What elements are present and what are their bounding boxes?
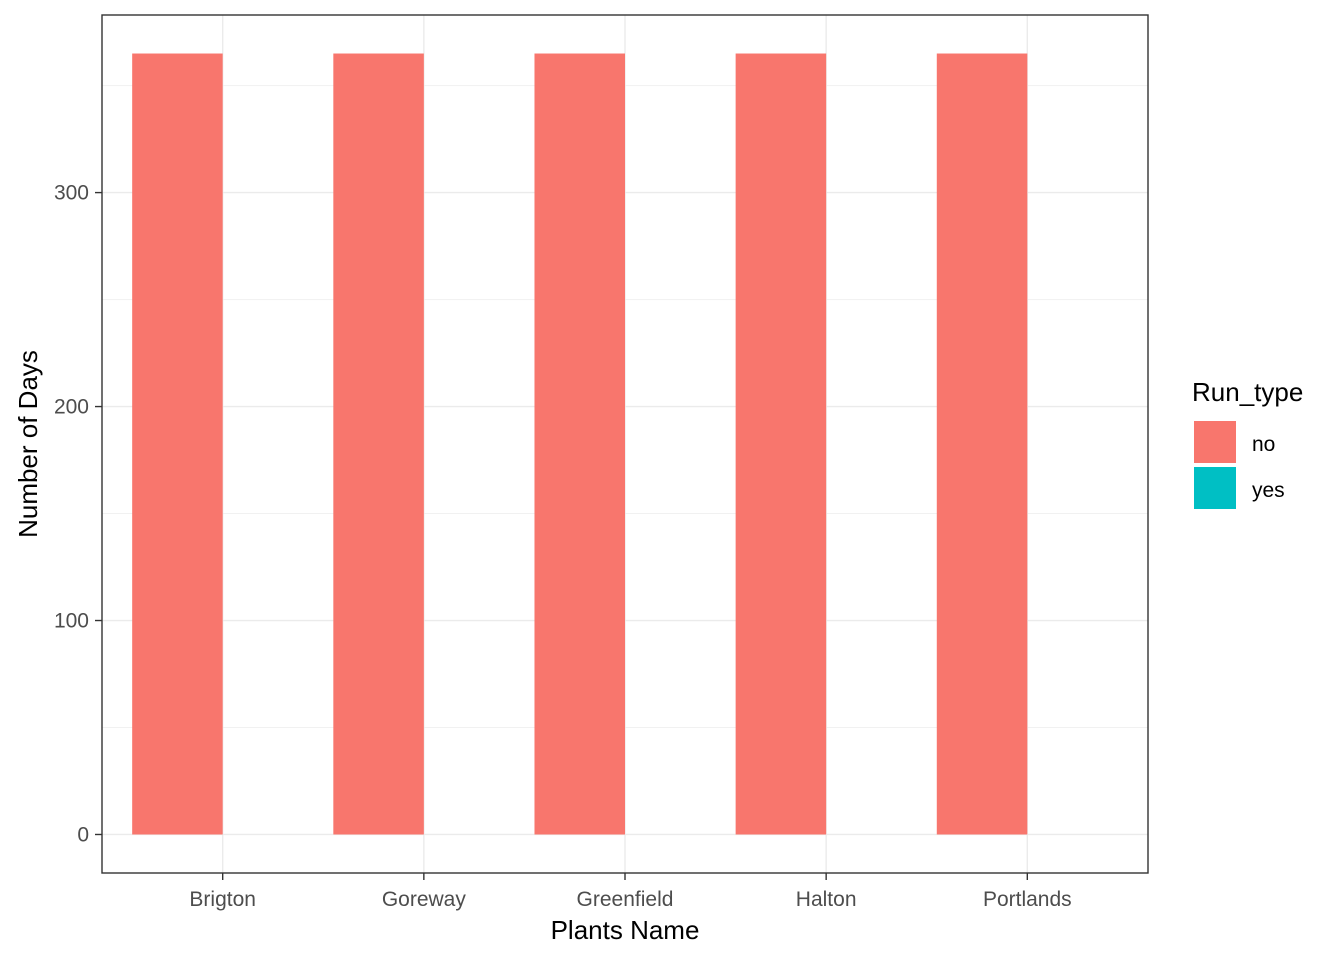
- legend: Run_type no yes: [1192, 377, 1303, 509]
- x-tick-label: Halton: [796, 888, 857, 911]
- legend-label-yes: yes: [1252, 479, 1285, 502]
- bar-no-greenfield: [534, 53, 625, 835]
- bar-no-portlands: [936, 53, 1028, 835]
- x-tick-label: Goreway: [382, 888, 467, 911]
- y-tick-label: 0: [77, 823, 89, 846]
- x-axis: Brigton Goreway Greenfield Halton Portlands: [189, 873, 1072, 911]
- bar-no-brigton: [132, 53, 223, 835]
- x-tick-label: Brigton: [189, 888, 256, 911]
- y-tick-label: 200: [54, 396, 89, 419]
- x-tick-label: Portlands: [983, 888, 1072, 911]
- legend-key-yes: [1194, 467, 1236, 509]
- bar-no-halton: [735, 53, 827, 835]
- bar-no-goreway: [333, 53, 424, 835]
- y-tick-label: 300: [54, 182, 89, 205]
- legend-title: Run_type: [1192, 377, 1303, 407]
- x-tick-label: Greenfield: [577, 888, 674, 911]
- legend-label-no: no: [1252, 433, 1275, 456]
- y-axis-title: Number of Days: [13, 350, 43, 538]
- x-axis-title: Plants Name: [551, 915, 700, 945]
- y-tick-label: 100: [54, 610, 89, 633]
- y-axis: 0 100 200 300: [54, 182, 102, 846]
- legend-key-no: [1194, 421, 1236, 463]
- bars: [132, 53, 1028, 835]
